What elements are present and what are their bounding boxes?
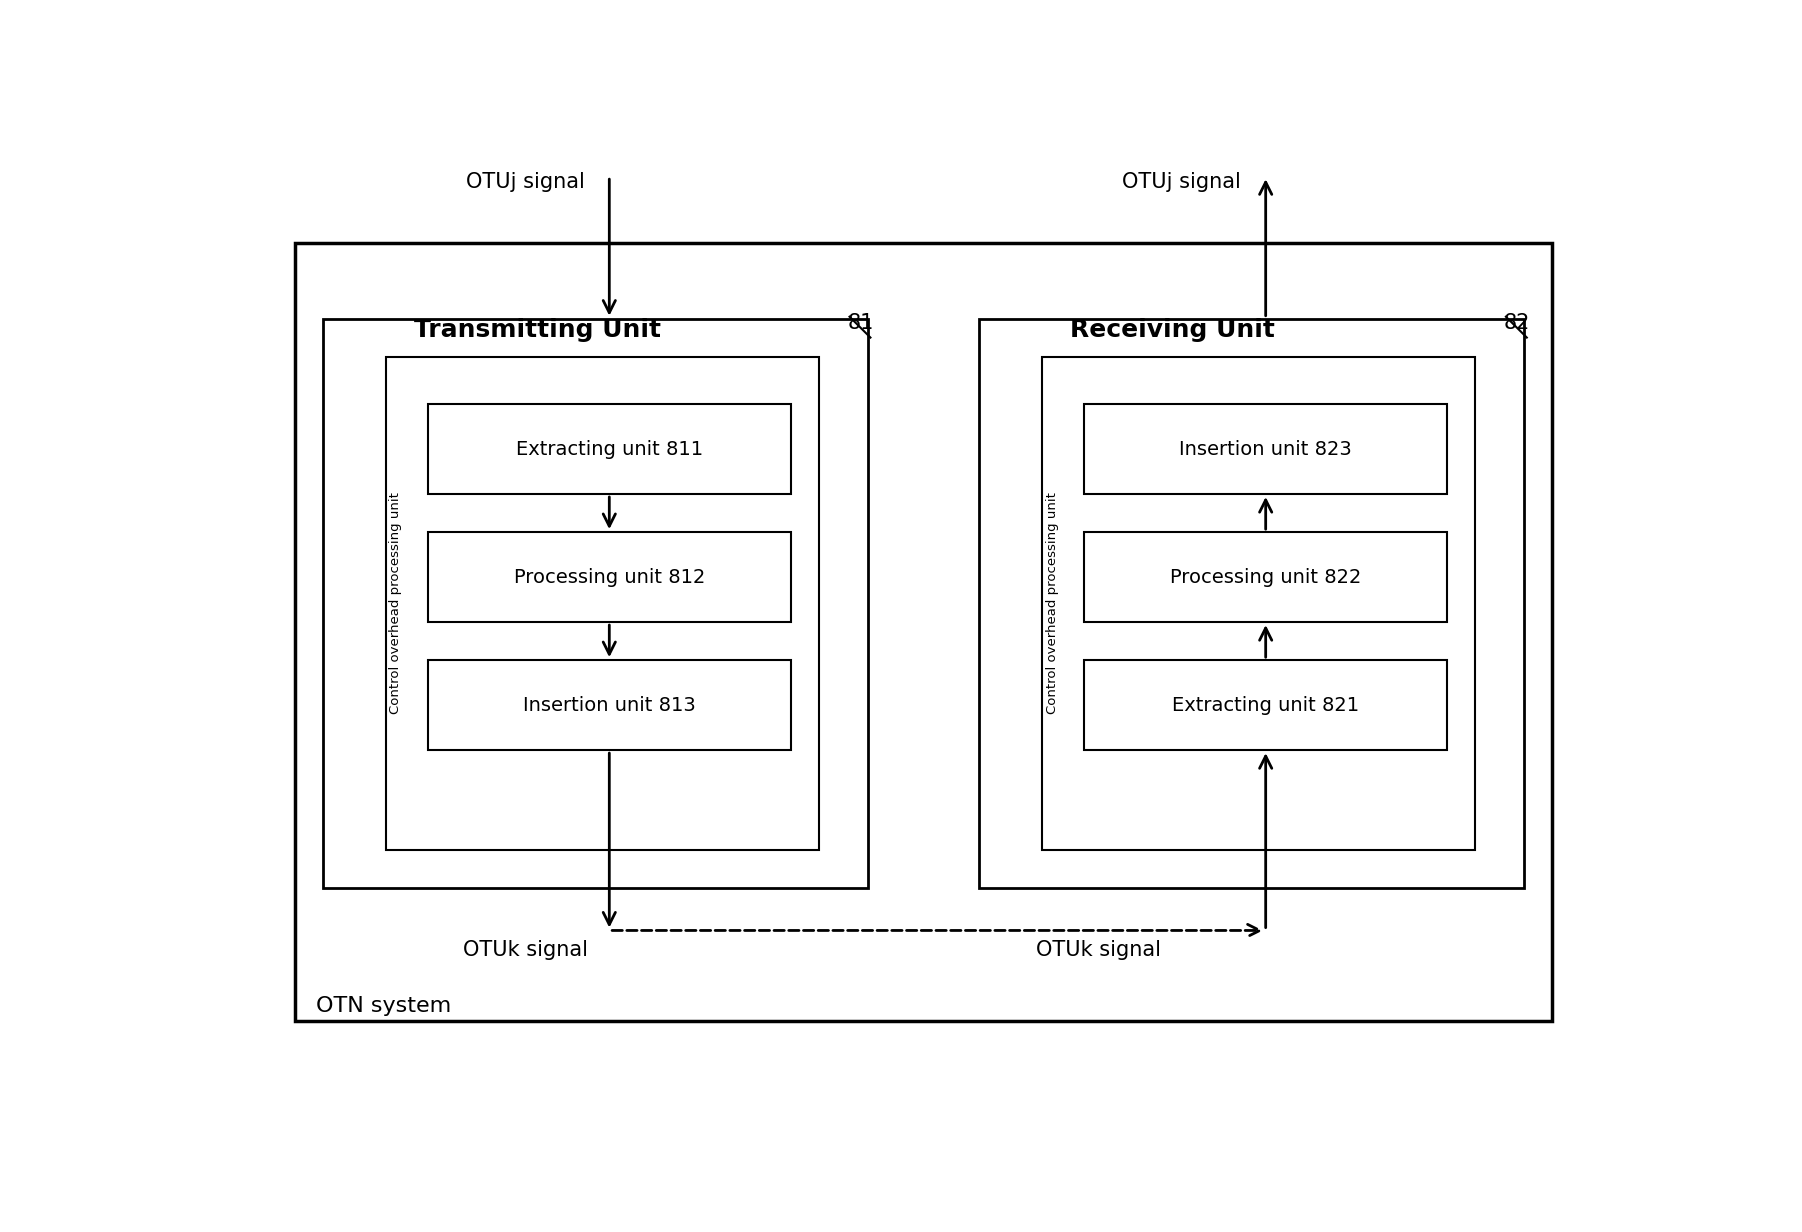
Text: Receiving Unit: Receiving Unit <box>1070 318 1276 342</box>
Text: Control overhead processing unit: Control overhead processing unit <box>389 493 402 715</box>
Text: OTN system: OTN system <box>315 995 450 1016</box>
Text: Control overhead processing unit: Control overhead processing unit <box>1045 493 1058 715</box>
Text: Insertion unit 813: Insertion unit 813 <box>523 696 696 715</box>
FancyBboxPatch shape <box>427 532 791 622</box>
Text: Insertion unit 823: Insertion unit 823 <box>1179 440 1352 458</box>
FancyBboxPatch shape <box>1085 532 1447 622</box>
FancyBboxPatch shape <box>323 319 869 888</box>
Text: Transmitting Unit: Transmitting Unit <box>414 318 661 342</box>
Text: Extracting unit 811: Extracting unit 811 <box>515 440 703 458</box>
Text: OTUk signal: OTUk signal <box>463 940 587 960</box>
FancyBboxPatch shape <box>427 404 791 494</box>
FancyBboxPatch shape <box>296 243 1552 1020</box>
Text: Processing unit 812: Processing unit 812 <box>514 568 705 586</box>
Text: Processing unit 822: Processing unit 822 <box>1169 568 1361 586</box>
Text: OTUk signal: OTUk signal <box>1036 940 1160 960</box>
Text: 82: 82 <box>1505 313 1530 334</box>
Text: OTUj signal: OTUj signal <box>467 171 586 191</box>
FancyBboxPatch shape <box>1085 660 1447 750</box>
FancyBboxPatch shape <box>427 660 791 750</box>
FancyBboxPatch shape <box>386 356 818 850</box>
Text: 81: 81 <box>847 313 874 334</box>
Text: Extracting unit 821: Extracting unit 821 <box>1171 696 1359 715</box>
FancyBboxPatch shape <box>1042 356 1476 850</box>
FancyBboxPatch shape <box>1085 404 1447 494</box>
Text: OTUj signal: OTUj signal <box>1123 171 1242 191</box>
FancyBboxPatch shape <box>980 319 1524 888</box>
